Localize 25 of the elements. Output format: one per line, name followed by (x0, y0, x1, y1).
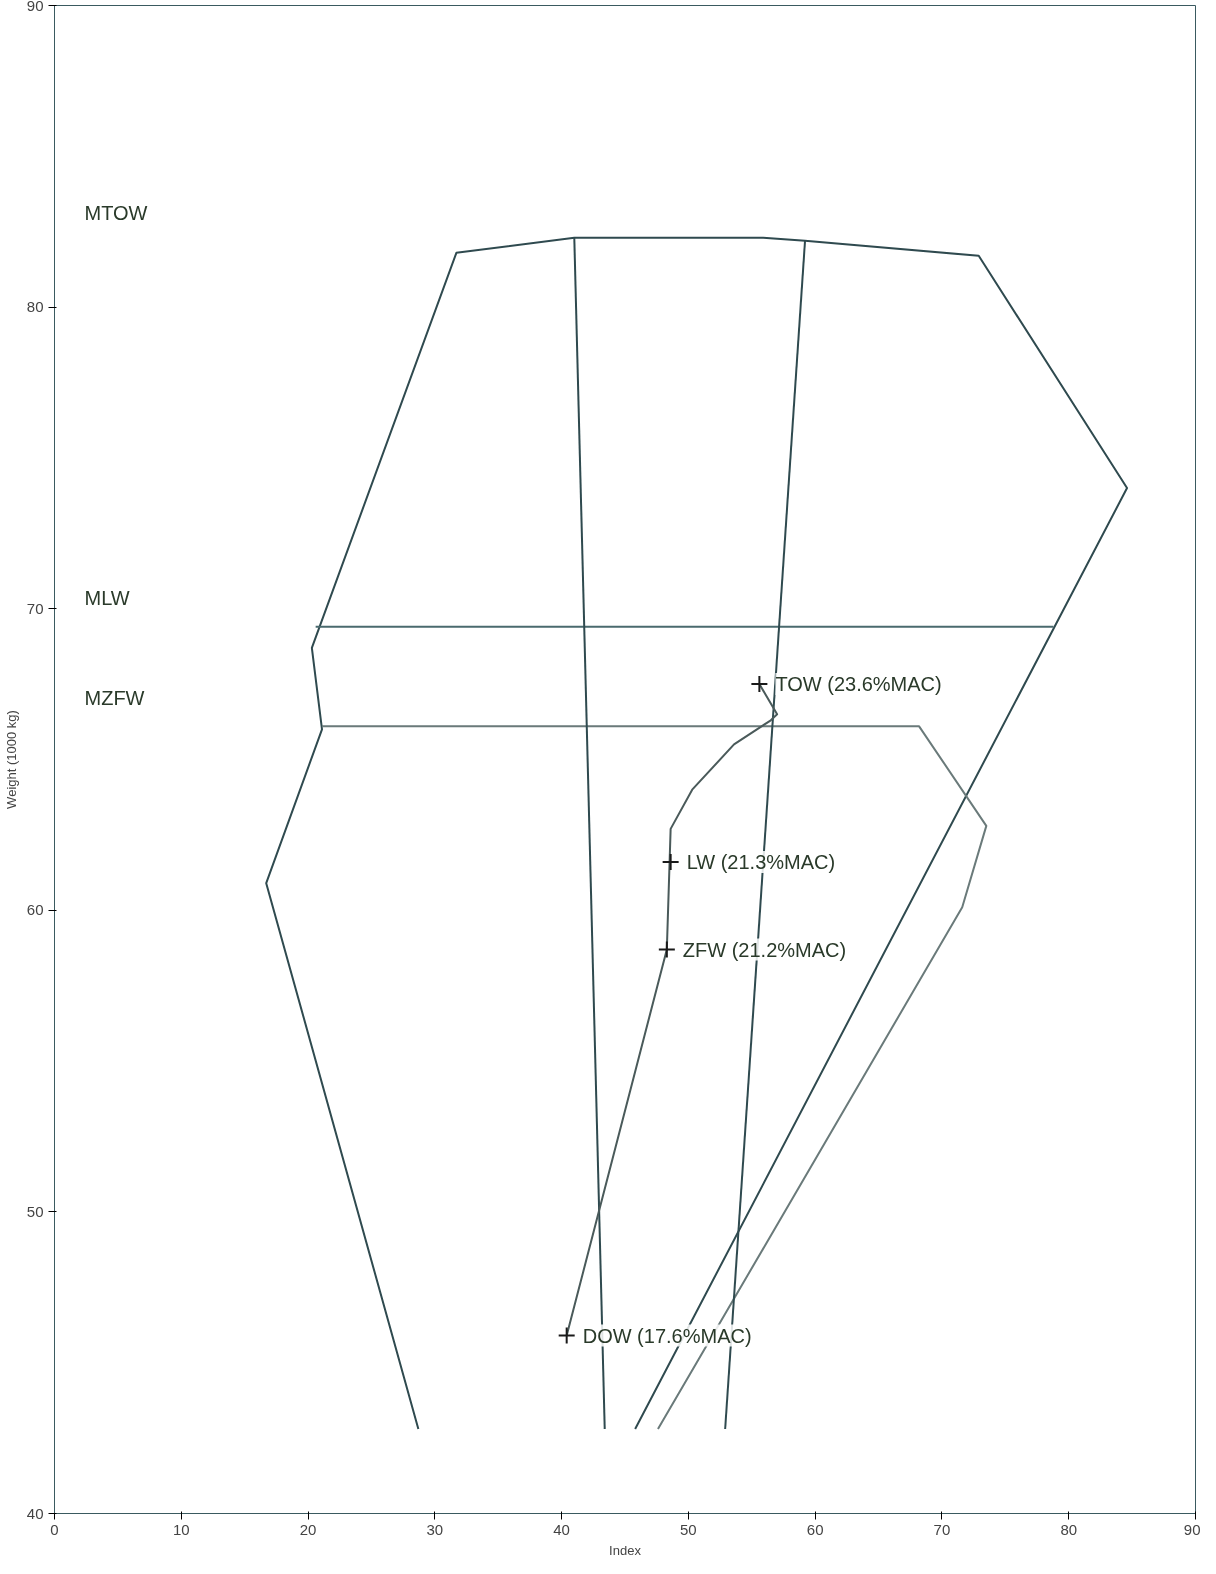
x-tick-label: 10 (172, 1520, 190, 1538)
annotation: ZFW (21.2%MAC) (682, 938, 847, 961)
annotation: MTOW (84, 201, 148, 224)
y-tick-label: 70 (26, 599, 44, 617)
x-tick-label: 80 (1060, 1520, 1078, 1538)
x-tick-label: 0 (50, 1520, 59, 1538)
y-tick-label: 50 (26, 1202, 44, 1220)
x-axis-title: Index (609, 1542, 642, 1558)
y-axis-title: Weight (1000 kg) (3, 710, 19, 809)
x-tick-label: 50 (680, 1520, 697, 1538)
annotation: MZFW (84, 686, 145, 709)
y-tick-label: 80 (26, 298, 44, 316)
x-tick-label: 30 (426, 1520, 444, 1538)
x-tick-label: 40 (553, 1520, 570, 1538)
y-tick-label: 90 (26, 0, 44, 14)
annotation: TOW (23.6%MAC) (775, 673, 942, 696)
x-tick-label: 70 (933, 1520, 951, 1538)
x-tick-label: 90 (1183, 1520, 1201, 1538)
x-tick-label: 60 (806, 1520, 824, 1538)
x-tick-label: 20 (299, 1520, 317, 1538)
y-tick-label: 40 (26, 1504, 44, 1522)
y-tick-label: 60 (26, 901, 44, 919)
annotation: DOW (17.6%MAC) (582, 1324, 752, 1347)
annotation: MLW (84, 586, 130, 609)
annotation: LW (21.3%MAC) (686, 851, 836, 874)
